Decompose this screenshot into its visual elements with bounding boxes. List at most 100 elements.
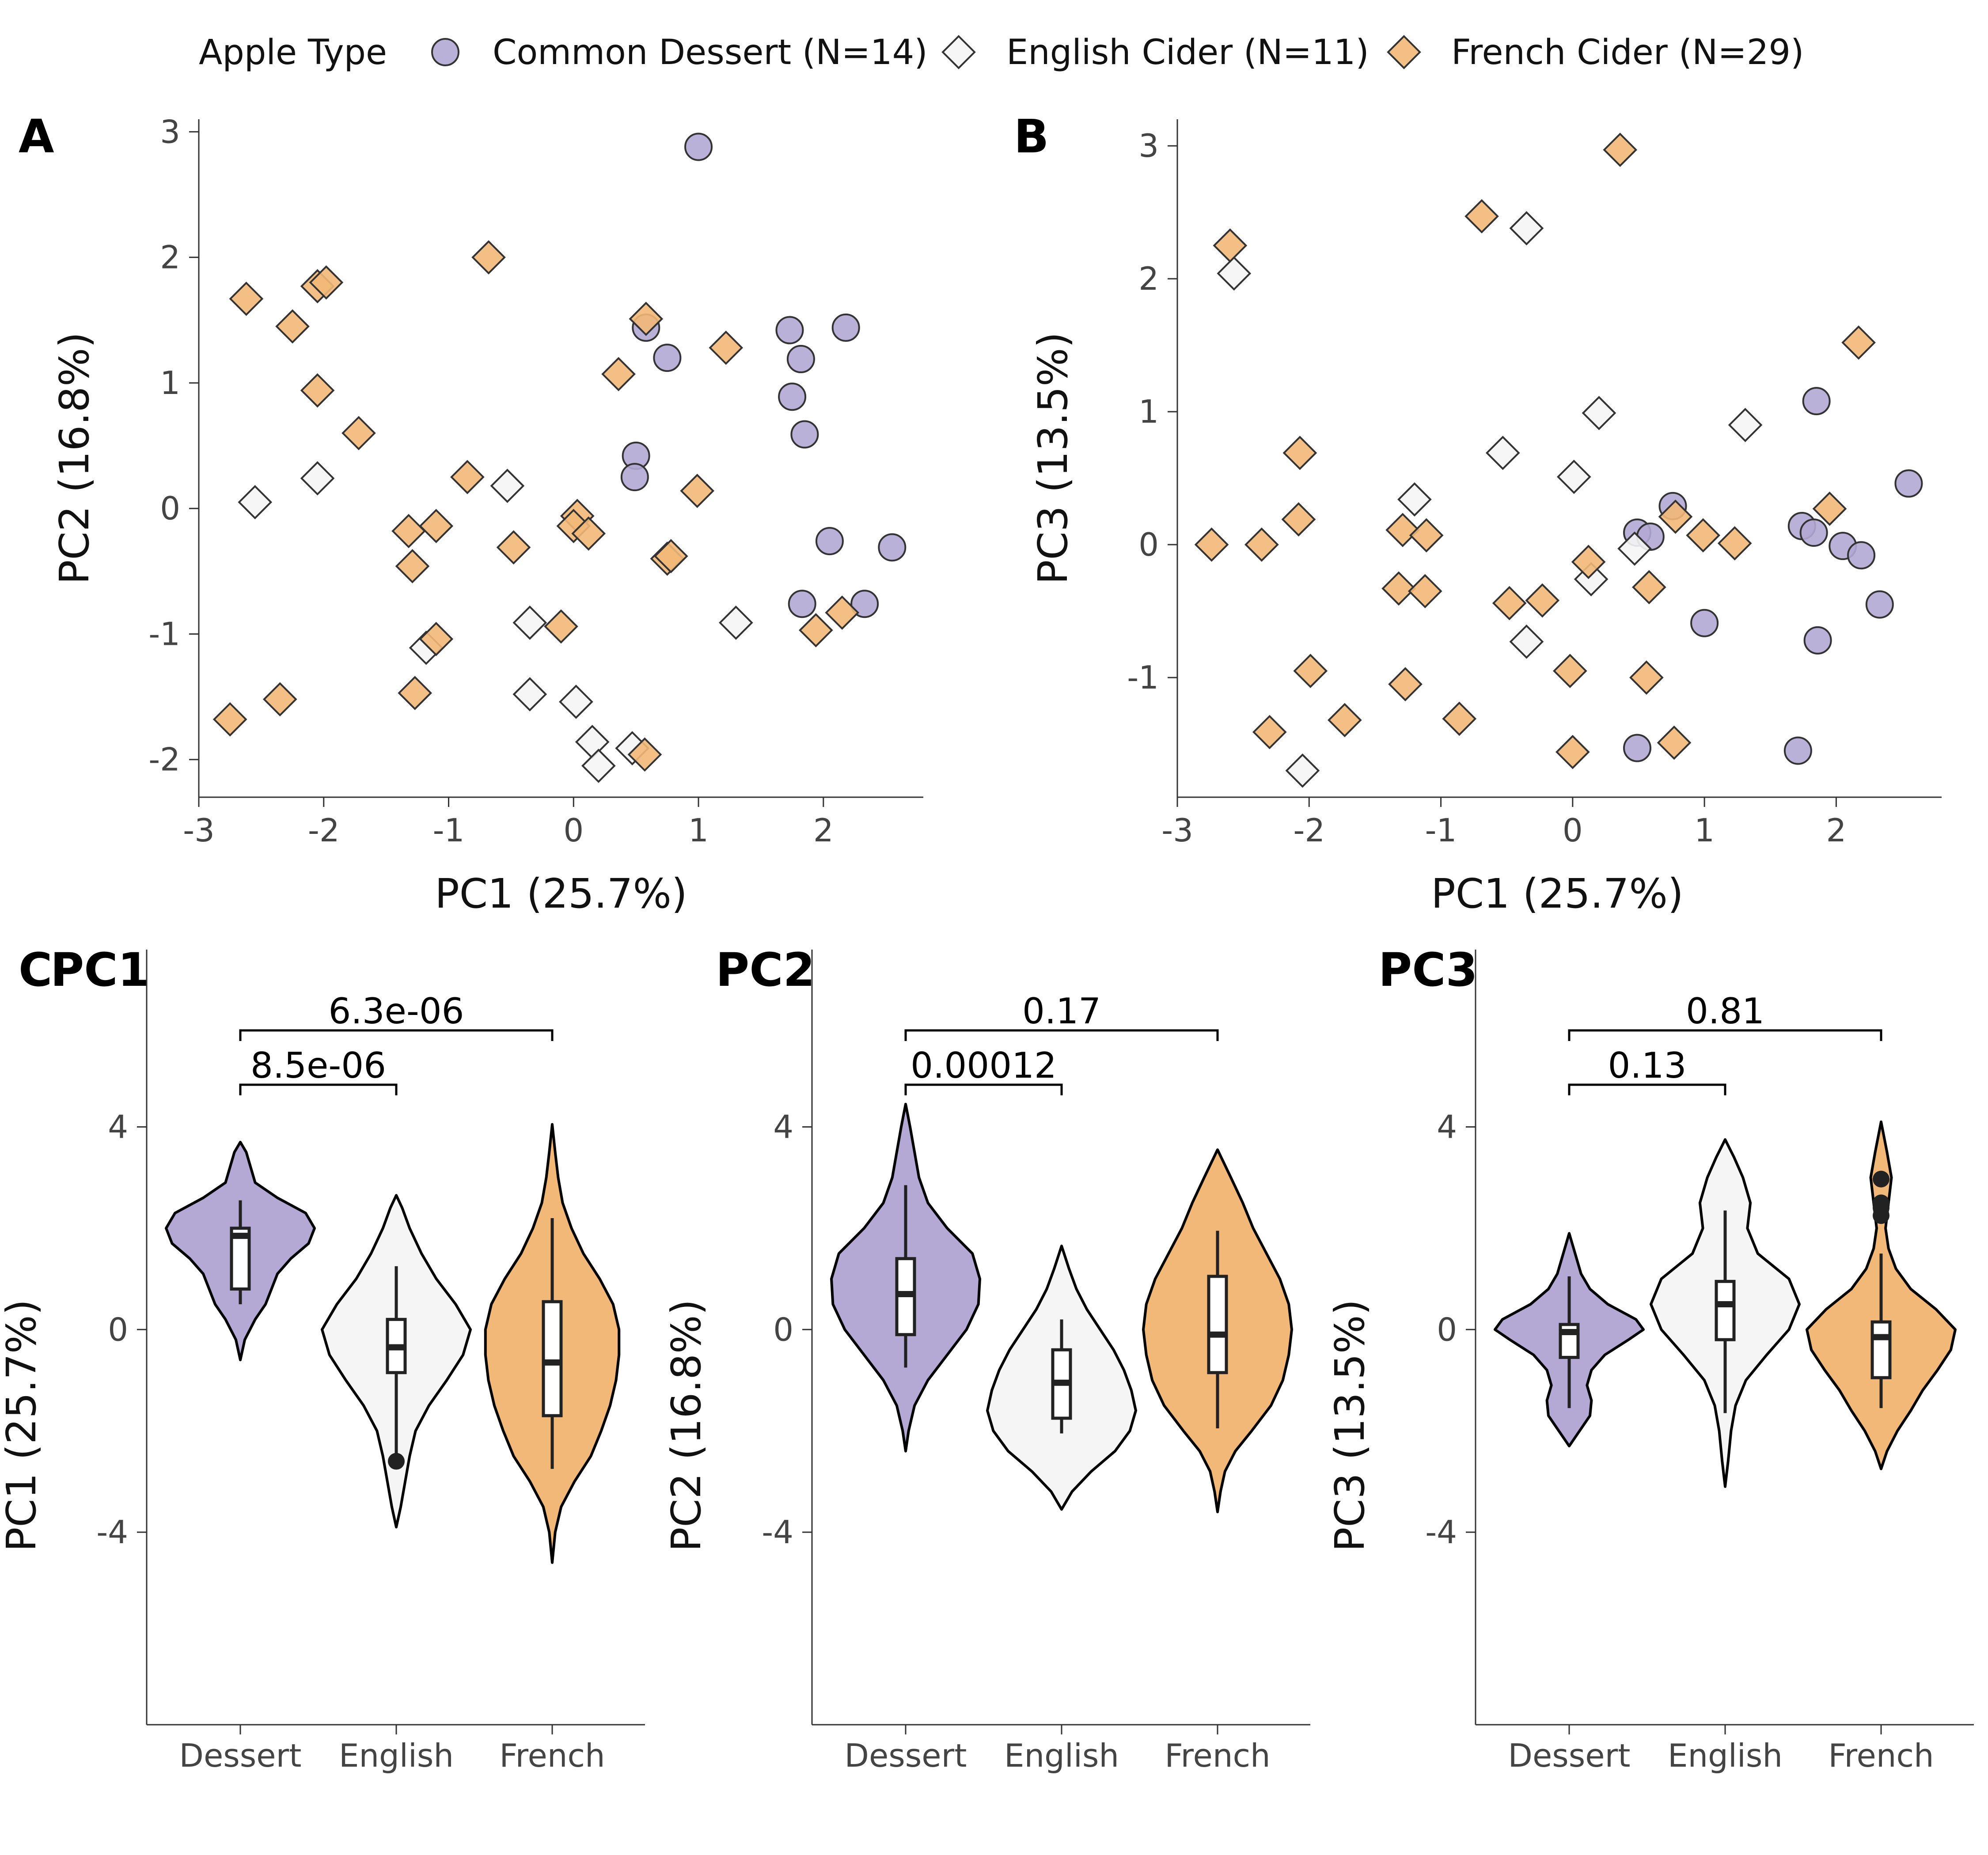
scatter-point-french bbox=[395, 549, 430, 583]
scatter-point-french bbox=[275, 309, 310, 344]
legend-title: Apple Type bbox=[199, 33, 387, 72]
x-tick-label: 0 bbox=[1563, 812, 1583, 849]
x-tick-label: 1 bbox=[688, 812, 709, 849]
scatter-point-french bbox=[1381, 571, 1416, 606]
x-tick-label: Dessert bbox=[845, 1737, 967, 1774]
scatter-point-dessert bbox=[1803, 626, 1832, 655]
x-tick-label: -2 bbox=[308, 812, 340, 849]
scatter-point-french bbox=[709, 330, 744, 365]
legend-marker-english bbox=[941, 35, 976, 69]
significance-bracket bbox=[1568, 1083, 1726, 1095]
panel-title: PC1 bbox=[50, 943, 150, 997]
panel-title: PC3 bbox=[1378, 943, 1478, 997]
scatter-point-french bbox=[571, 516, 606, 551]
y-tick-label: 2 bbox=[160, 239, 180, 276]
x-tick-label: -2 bbox=[1293, 812, 1325, 849]
y-tick-label: 0 bbox=[773, 1311, 793, 1348]
scatter-point-dessert bbox=[788, 590, 816, 618]
y-tick-label: 4 bbox=[773, 1108, 793, 1145]
scatter-point-english bbox=[581, 749, 616, 783]
scatter-point-french bbox=[825, 595, 860, 630]
y-tick-label: 1 bbox=[1138, 393, 1159, 430]
scatter-point-english bbox=[1285, 753, 1320, 788]
box-french bbox=[1870, 1320, 1892, 1379]
y-tick-label: -4 bbox=[96, 1514, 128, 1551]
scatter-point-french bbox=[1553, 654, 1587, 688]
y-tick-label: 0 bbox=[1138, 526, 1159, 563]
significance-bracket bbox=[1568, 1029, 1882, 1041]
x-tick-label: -1 bbox=[1425, 812, 1457, 849]
scatter-point-french bbox=[1194, 527, 1229, 562]
scatter-point-french bbox=[1525, 583, 1560, 618]
y-axis-title: PC3 (13.5%) bbox=[1029, 332, 1077, 585]
scatter-point-english bbox=[1397, 482, 1432, 517]
scatter-point-french bbox=[1492, 586, 1527, 621]
scatter-point-french bbox=[309, 265, 344, 300]
scatter-point-french bbox=[1409, 518, 1444, 553]
x-tick-label: French bbox=[1828, 1737, 1934, 1774]
violin-panel-pc2: PC2 -4 0 4 PC2 (16.8%) Dessert English French 0.… bbox=[663, 943, 1310, 1774]
scatter-point-english bbox=[719, 606, 753, 640]
scatter-point-french bbox=[229, 281, 264, 316]
scatter-point-dessert bbox=[1783, 736, 1812, 765]
scatter-point-dessert bbox=[831, 313, 860, 342]
scatter-point-dessert bbox=[1847, 541, 1876, 570]
p-value-label: 6.3e-06 bbox=[328, 991, 464, 1032]
scatter-point-french bbox=[212, 702, 247, 737]
scatter-point-english bbox=[300, 461, 335, 496]
legend-marker-dessert bbox=[431, 38, 459, 66]
x-tick-label: Dessert bbox=[179, 1737, 302, 1774]
panel-letter-b: B bbox=[1014, 110, 1049, 163]
p-value-label: 0.13 bbox=[1608, 1045, 1686, 1086]
x-axis-title: PC1 (25.7%) bbox=[435, 870, 687, 917]
scatter-point-french bbox=[1408, 574, 1442, 609]
violin-panel-pc1: C PC1 -4 0 4 PC1 (25.7%) Dessert English French… bbox=[0, 943, 645, 1774]
scatter-point-french bbox=[1213, 228, 1248, 263]
y-tick-label: -2 bbox=[148, 741, 180, 778]
scatter-point-french bbox=[262, 682, 297, 717]
p-value-label: 0.00012 bbox=[911, 1045, 1057, 1086]
scatter-point-french bbox=[627, 737, 662, 772]
x-tick-label: English bbox=[1004, 1737, 1119, 1774]
scatter-panel-pc1-pc3: B -3 -2 -1 0 1 2 -1 0 1 2 3 PC1 (25.7%) PC3 (13.5%) bbox=[1014, 110, 1942, 917]
scatter-point-english bbox=[1728, 408, 1763, 443]
x-tick-label: 2 bbox=[813, 812, 834, 849]
scatter-point-dessert bbox=[653, 344, 682, 372]
scatter-point-french bbox=[1657, 725, 1692, 760]
scatter-point-french bbox=[496, 530, 531, 565]
box-english bbox=[1715, 1280, 1736, 1341]
y-axis-title: PC2 (16.8%) bbox=[663, 1299, 710, 1552]
scatter-point-french bbox=[654, 539, 688, 574]
y-tick-label: 3 bbox=[160, 113, 180, 150]
scatter-point-french bbox=[1812, 492, 1847, 526]
legend-label-french: French Cider (N=29) bbox=[1451, 33, 1804, 72]
scatter-point-english bbox=[1582, 396, 1616, 430]
outlier-point-french bbox=[1873, 1170, 1889, 1188]
x-tick-label: Dessert bbox=[1508, 1737, 1631, 1774]
panel-title: PC2 bbox=[716, 943, 815, 997]
scatter-point-french bbox=[1282, 435, 1317, 470]
scatter-point-french bbox=[544, 609, 578, 644]
scatter-point-english bbox=[575, 725, 610, 759]
scatter-point-french bbox=[1717, 526, 1752, 560]
legend-marker-french bbox=[1387, 35, 1421, 69]
scatter-point-dessert bbox=[684, 132, 713, 161]
y-tick-label: -1 bbox=[148, 615, 180, 652]
p-value-label: 0.17 bbox=[1022, 991, 1101, 1032]
scatter-point-french bbox=[1388, 667, 1423, 701]
scatter-point-dessert bbox=[1623, 734, 1651, 762]
scatter-point-english bbox=[512, 606, 547, 640]
scatter-point-english bbox=[1217, 256, 1252, 291]
scatter-point-french bbox=[1293, 654, 1328, 688]
y-tick-label: -4 bbox=[1425, 1514, 1457, 1551]
box-french bbox=[1207, 1275, 1228, 1374]
scatter-point-french bbox=[1841, 325, 1876, 360]
scatter-point-dessert bbox=[778, 382, 807, 411]
x-tick-label: -3 bbox=[183, 812, 215, 849]
scatter-point-dessert bbox=[790, 420, 819, 449]
scatter-point-english bbox=[490, 469, 525, 503]
x-tick-label: -3 bbox=[1161, 812, 1193, 849]
scatter-point-french bbox=[799, 613, 833, 647]
scatter-point-french bbox=[450, 460, 485, 494]
scatter-point-english bbox=[1485, 435, 1520, 470]
